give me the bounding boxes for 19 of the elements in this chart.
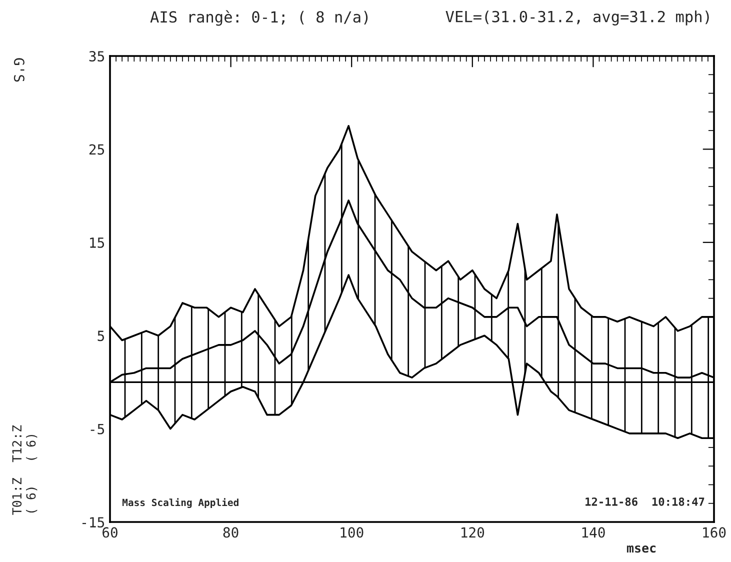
y-tick-label: 25	[89, 144, 104, 155]
x-tick-label: 140	[582, 527, 605, 538]
y-tick-label: 5	[98, 330, 104, 342]
chart-title: AIS rangè: 0-1; ( 8 n/a)	[150, 10, 368, 26]
y-tick-label: 15	[90, 238, 104, 248]
x-tick-label: 80	[223, 527, 238, 538]
x-tick-label: 120	[462, 527, 484, 538]
annotation: 12-11-86 10:18:47	[586, 497, 704, 506]
x-axis-title: msec	[626, 545, 656, 553]
chart-subtitle: VEL=(31.0-31.2, avg=31.2 mph)	[446, 10, 709, 26]
y-tick-label: -5	[90, 424, 104, 434]
x-tick-label: 100	[340, 527, 364, 538]
text: T01:Z T12:Z ( 6) ( 6)	[12, 425, 38, 515]
x-tick-label: 60	[102, 527, 118, 538]
y-tick-label: -15	[82, 517, 104, 528]
y-tick-label: 35	[89, 51, 104, 62]
y-axis-title: G'S	[14, 58, 24, 82]
annotation: Mass Scaling Applied	[122, 498, 238, 508]
x-tick-label: 160	[703, 527, 726, 538]
